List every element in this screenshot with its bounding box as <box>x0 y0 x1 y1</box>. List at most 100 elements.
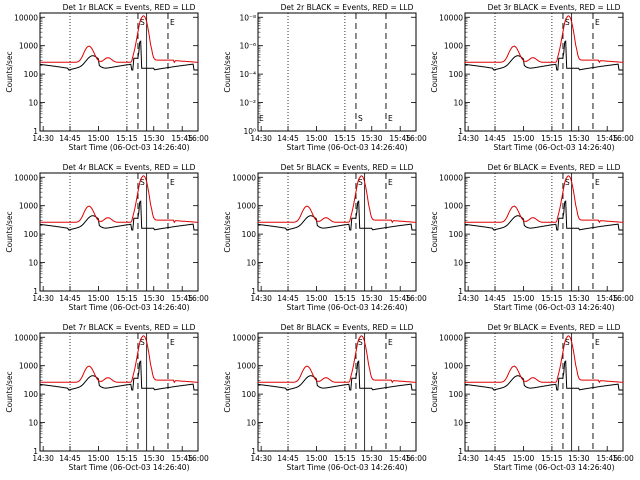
panel-det-7r: Det 7r BLACK = Events, RED = LLD 1 10 100 10… <box>5 323 209 472</box>
end-marker-label: E <box>170 18 175 27</box>
y-tick-label: 10 <box>246 259 256 268</box>
events-series-line <box>39 360 198 391</box>
x-tick-label: 15:15 <box>334 134 356 143</box>
x-tick-label: 16:00 <box>405 454 427 463</box>
panel-det-9r: Det 9r BLACK = Events, RED = LLD 1 10 100 10… <box>430 323 634 472</box>
y-tick-label: 100 <box>449 390 464 399</box>
panel-det-8r: Det 8r BLACK = Events, RED = LLD 1 10 100 10… <box>223 323 427 472</box>
y-tick-label: 10⁻⁶ <box>239 42 256 51</box>
panel-title: Det 6r BLACK = Events, RED = LLD <box>488 163 621 172</box>
x-tick-label: 15:00 <box>513 134 535 143</box>
start-marker-label: S <box>358 114 363 123</box>
y-tick-label: 1 <box>251 287 256 296</box>
x-tick-label: 15:30 <box>568 454 590 463</box>
end-marker-label: E <box>388 178 393 187</box>
x-tick-label: 15:45 <box>389 454 411 463</box>
y-tick-label: 10⁰ <box>243 127 256 136</box>
x-tick-label: 14:30 <box>32 134 54 143</box>
start-marker-label: S <box>140 18 145 27</box>
y-axis-title: Counts/sec <box>5 371 14 412</box>
y-axis-title: Counts/sec <box>430 371 439 412</box>
x-tick-label: 15:30 <box>568 294 590 303</box>
x-tick-label: 14:45 <box>484 294 506 303</box>
start-marker-label: S <box>140 338 145 347</box>
x-tick-label: 14:45 <box>59 454 81 463</box>
x-tick-label: 15:15 <box>334 454 356 463</box>
x-axis-title: Start Time (06-Oct-03 14:26:40) <box>286 143 407 152</box>
x-tick-label: 15:00 <box>513 294 535 303</box>
y-axis-title: Counts/sec <box>223 51 232 92</box>
y-tick-label: 10 <box>28 99 38 108</box>
x-axis-title: Start Time (06-Oct-03 14:26:40) <box>493 463 614 472</box>
start-marker-label: S <box>358 338 363 347</box>
y-tick-label: 1000 <box>237 362 256 371</box>
y-tick-label: 10000 <box>439 13 463 22</box>
start-marker-label: S <box>140 178 145 187</box>
lld-series-line <box>40 335 198 384</box>
y-tick-label: 100 <box>24 230 39 239</box>
panel-title: Det 8r BLACK = Events, RED = LLD <box>281 323 414 332</box>
plot-frame <box>39 12 199 132</box>
x-tick-label: 14:30 <box>32 294 54 303</box>
x-tick-label: 15:15 <box>334 294 356 303</box>
events-series-line <box>464 360 623 391</box>
x-tick-label: 15:30 <box>361 454 383 463</box>
x-tick-label: 16:00 <box>612 454 634 463</box>
x-tick-label: 16:00 <box>405 294 427 303</box>
x-tick-label: 15:30 <box>568 134 590 143</box>
lld-series-line <box>258 175 416 224</box>
edge-marker-label: E <box>259 114 264 123</box>
y-tick-label: 100 <box>242 230 257 239</box>
plot-frame <box>464 332 624 452</box>
x-tick-label: 14:30 <box>32 454 54 463</box>
x-tick-label: 14:45 <box>484 454 506 463</box>
end-marker-label: E <box>388 114 393 123</box>
y-tick-label: 1000 <box>444 42 463 51</box>
y-axis-title: Counts/sec <box>430 51 439 92</box>
x-axis-title: Start Time (06-Oct-03 14:26:40) <box>68 303 189 312</box>
panel-title: Det 1r BLACK = Events, RED = LLD <box>63 3 196 12</box>
y-tick-label: 10 <box>28 259 38 268</box>
y-tick-label: 1 <box>251 447 256 456</box>
x-tick-label: 15:15 <box>116 134 138 143</box>
x-tick-label: 14:30 <box>457 134 479 143</box>
x-tick-label: 16:00 <box>187 294 209 303</box>
x-tick-label: 15:30 <box>143 454 165 463</box>
y-tick-label: 1000 <box>19 362 38 371</box>
panel-det-2r: Det 2r BLACK = Events, RED = LLD 10⁰ 10⁻² 1… <box>223 3 427 152</box>
y-tick-label: 1000 <box>19 202 38 211</box>
y-axis-title: Counts/sec <box>5 211 14 252</box>
x-tick-label: 16:00 <box>187 134 209 143</box>
events-series-line <box>257 360 416 391</box>
x-tick-label: 14:30 <box>250 294 272 303</box>
start-marker-label: S <box>565 338 570 347</box>
lld-series-line <box>465 335 623 384</box>
y-tick-label: 10000 <box>232 173 256 182</box>
panel-title: Det 7r BLACK = Events, RED = LLD <box>63 323 196 332</box>
y-tick-label: 10 <box>453 99 463 108</box>
x-tick-label: 14:45 <box>484 134 506 143</box>
x-tick-label: 15:00 <box>306 454 328 463</box>
y-tick-label: 1 <box>458 127 463 136</box>
panel-title: Det 9r BLACK = Events, RED = LLD <box>488 323 621 332</box>
y-tick-label: 10⁻² <box>239 99 256 108</box>
x-tick-label: 14:45 <box>277 134 299 143</box>
y-tick-label: 100 <box>449 230 464 239</box>
x-tick-label: 16:00 <box>405 134 427 143</box>
x-tick-label: 15:00 <box>306 294 328 303</box>
y-tick-label: 1 <box>458 447 463 456</box>
start-marker-label: S <box>565 178 570 187</box>
events-series-line <box>39 200 198 231</box>
y-tick-label: 1 <box>33 127 38 136</box>
x-tick-label: 15:45 <box>171 134 193 143</box>
x-tick-label: 15:00 <box>88 294 110 303</box>
y-tick-label: 10⁻⁴ <box>239 70 256 79</box>
x-tick-label: 14:30 <box>457 454 479 463</box>
x-tick-label: 15:15 <box>116 454 138 463</box>
events-series-line <box>464 200 623 231</box>
x-tick-label: 15:15 <box>541 134 563 143</box>
x-tick-label: 14:45 <box>59 134 81 143</box>
x-axis-title: Start Time (06-Oct-03 14:26:40) <box>68 463 189 472</box>
end-marker-label: E <box>595 338 600 347</box>
